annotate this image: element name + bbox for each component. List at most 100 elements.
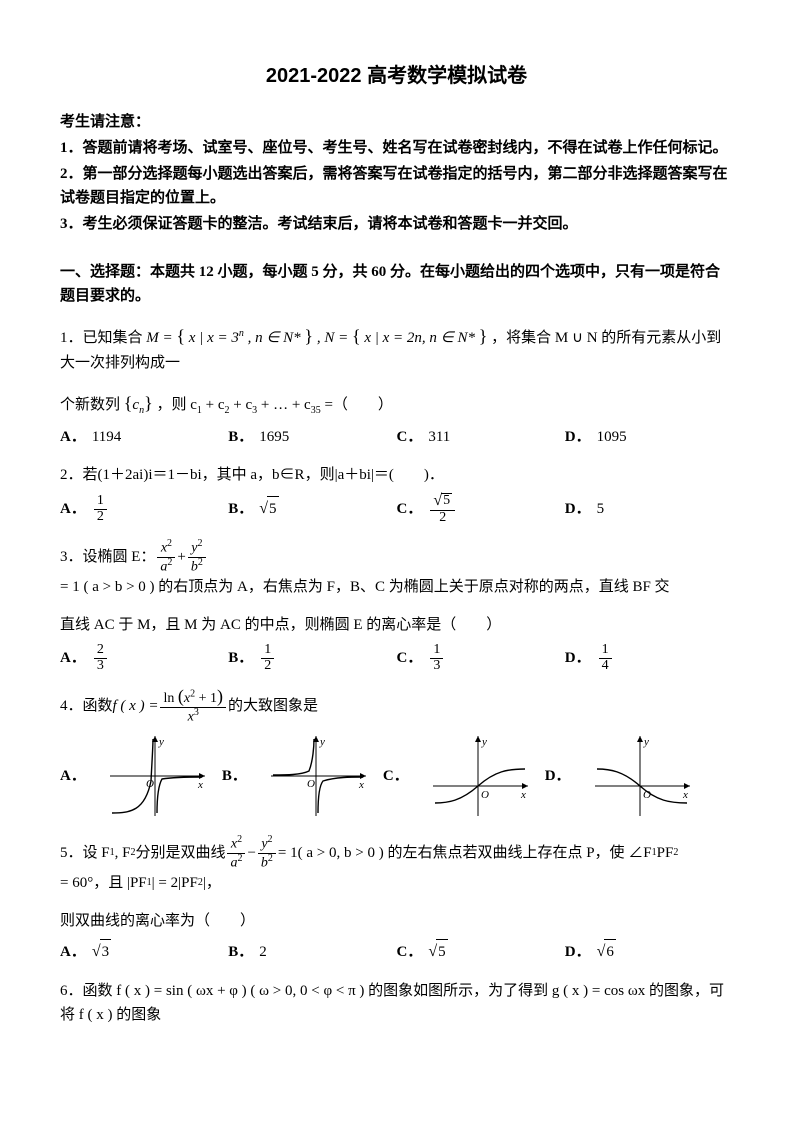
q2-options: A． 12 B． √5 C． √5 2 D．5 (60, 493, 733, 525)
frac-den: x3 (160, 708, 226, 725)
fraction: y2 b2 (188, 539, 206, 575)
sqrt-icon: √5 (428, 939, 447, 965)
q5-options: A．√3 B．2 C．√5 D．√6 (60, 939, 733, 965)
q5-m4: = 60°，且 |PF (60, 871, 147, 895)
minus-icon: − (247, 841, 255, 865)
ln-label: ln (163, 691, 174, 706)
q5-option-b: B．2 (228, 940, 396, 964)
axis-y-label: y (158, 736, 164, 748)
q1-set-n-body: x | x = 2n, n ∈ N* (364, 330, 475, 346)
graph-a-icon: y x O (100, 731, 210, 821)
question-5-line2: 则双曲线的离心率为（ ） (60, 909, 733, 933)
q1-l2d: + c (206, 397, 225, 413)
option-label: A． (60, 646, 86, 670)
q1-l2c1: 1 (197, 405, 202, 416)
notice-item-1: 1．答题前请将考场、试室号、座位号、考生号、姓名写在试卷密封线内，不得在试卷上作… (60, 136, 733, 160)
q1-set-m-tail: , n ∈ N* (248, 330, 301, 346)
sup: 2 (237, 853, 242, 864)
notice-item-2: 2．第一部分选择题每小题选出答案后，需将答案写在试卷指定的括号内，第二部分非选择… (60, 162, 733, 210)
option-label: C． (383, 764, 409, 788)
q4-graph-row: A． y x O B． y x O C． y x O D． (60, 731, 733, 821)
var: b (191, 559, 198, 574)
sup: 2 (198, 538, 203, 549)
plus1: + 1 (195, 691, 217, 706)
question-3-line2: 直线 AC 于 M，且 M 为 AC 的中点，则椭圆 E 的离心率是（ ） (60, 613, 733, 637)
frac-den: 2 (261, 659, 274, 674)
page-title: 2021-2022 高考数学模拟试卷 (60, 60, 733, 92)
q1-option-a: A．1194 (60, 425, 228, 449)
frac-den: 2 (94, 510, 107, 525)
frac-num: y2 (258, 835, 276, 853)
q4-tail: 的大致图象是 (228, 694, 318, 718)
frac-num: 2 (94, 643, 107, 659)
fraction: 13 (430, 643, 443, 673)
option-label: A． (60, 497, 86, 521)
option-label: D． (565, 425, 591, 449)
q1-opt-a-val: 1194 (92, 425, 121, 449)
sqrt-arg: 5 (436, 939, 448, 964)
q1-option-d: D．1095 (565, 425, 733, 449)
q5-m1: , F (115, 841, 131, 865)
option-label: D． (565, 646, 591, 670)
fraction: √5 2 (430, 493, 455, 525)
sqrt-icon: √5 (433, 493, 452, 510)
q1-l2e: + c (233, 397, 252, 413)
q1-opt-b-val: 1695 (259, 425, 289, 449)
fraction: 12 (94, 494, 107, 524)
paren-close-icon: ) (217, 686, 223, 706)
q1-set-m-exp: n (239, 328, 244, 339)
notice-head: 考生请注意： (60, 110, 733, 134)
q5-m6: |， (203, 871, 221, 895)
q5-m2: 分别是双曲线 (135, 841, 225, 865)
q1-option-c: C．311 (397, 425, 565, 449)
frac-den: 3 (94, 659, 107, 674)
frac-num: x2 (157, 539, 175, 557)
axis-y-label: y (643, 736, 649, 748)
brace-close-icon: } (304, 326, 313, 346)
frac-num: ln (x2 + 1) (160, 687, 226, 708)
q1-prefix: 1．已知集合 (60, 330, 146, 346)
sqrt-arg: 6 (604, 939, 616, 964)
frac-num: √5 (430, 493, 455, 511)
q5-m3: PF (657, 841, 674, 865)
sub: 2 (673, 845, 678, 861)
option-label: C． (397, 425, 423, 449)
option-label: C． (397, 497, 423, 521)
sqrt-arg: 5 (441, 493, 452, 509)
question-1-line2: 个新数列 {cn} ，则 c1 + c2 + c3 + … + c35 =（ ） (60, 389, 733, 419)
option-label: A． (60, 764, 86, 788)
sqrt-arg: 5 (267, 496, 279, 521)
axis-x-label: x (520, 789, 526, 801)
frac-den: 3 (430, 659, 443, 674)
notice-block: 考生请注意： 1．答题前请将考场、试室号、座位号、考生号、姓名写在试卷密封线内，… (60, 110, 733, 236)
q2-option-d: D．5 (565, 497, 733, 521)
q1-l2f1: 35 (311, 405, 321, 416)
brace-close-icon: } (479, 326, 488, 346)
sqrt-icon: √3 (92, 939, 111, 965)
q1-set-m-lead: M = (146, 330, 176, 346)
fraction: y2 b2 (258, 835, 276, 871)
frac-num: y2 (188, 539, 206, 557)
frac-den: b2 (258, 854, 276, 871)
q3-option-b: B．12 (228, 643, 396, 673)
q1-set-m-body: x | x = 3 (189, 330, 239, 346)
q2-option-c: C． √5 2 (397, 493, 565, 525)
question-1: 1．已知集合 M = { x | x = 3n , n ∈ N* } , N =… (60, 322, 733, 375)
fraction: 14 (599, 643, 612, 673)
sqrt-icon: √6 (597, 939, 616, 965)
option-label: C． (397, 940, 423, 964)
q3-lead: 3．设椭圆 E： (60, 545, 155, 569)
frac-den: 2 (430, 511, 455, 526)
q5-option-c: C．√5 (397, 939, 565, 965)
sup: 2 (167, 557, 172, 568)
brace-open-icon: { (176, 326, 185, 346)
axis-x-label: x (358, 779, 364, 791)
q2-option-a: A． 12 (60, 494, 228, 524)
sup: 2 (268, 834, 273, 845)
q2-opt-d-val: 5 (597, 497, 605, 521)
q1-options: A．1194 B．1695 C．311 D．1095 (60, 425, 733, 449)
option-label: A． (60, 940, 86, 964)
axis-y-label: y (319, 736, 325, 748)
q5-opt-b-val: 2 (259, 940, 267, 964)
q4-fx: f ( x ) = (113, 694, 159, 718)
